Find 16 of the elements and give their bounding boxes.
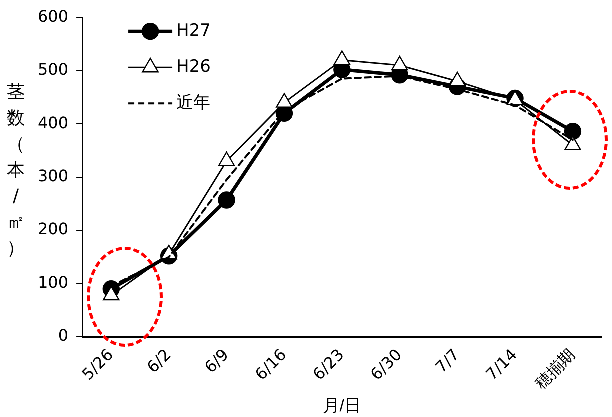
legend-label: H26 <box>176 57 211 78</box>
y-tick-label: 400 <box>38 113 69 132</box>
x-tick-label: 穂揃期 <box>531 345 579 393</box>
x-tick-label: 6/9 <box>200 345 233 377</box>
y-tick-label: 600 <box>38 6 69 26</box>
y-tick-label: 300 <box>38 166 69 186</box>
y-tick-label: 100 <box>38 272 69 292</box>
y-tick-label: 0 <box>58 326 69 346</box>
y-axis-title: 茎数（本/㎡） <box>6 81 26 261</box>
x-axis-title: 月/日 <box>322 396 362 416</box>
x-tick-label: 7/7 <box>432 345 464 377</box>
x-tick-label: 6/2 <box>143 345 175 377</box>
y-tick-label: 200 <box>38 220 69 239</box>
y-tick-label: 500 <box>38 60 69 80</box>
legend-label: H27 <box>176 21 211 42</box>
legend-label: 近年 <box>176 93 211 114</box>
